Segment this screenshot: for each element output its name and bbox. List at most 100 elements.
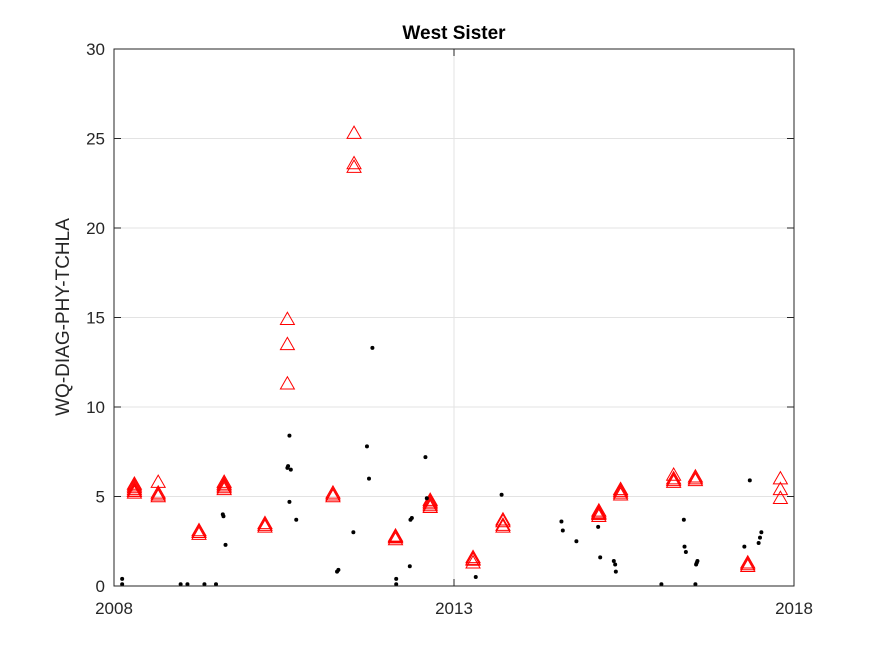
triangle-point: [126, 481, 143, 496]
triangle-point: [465, 549, 481, 564]
triangle-point: [687, 472, 704, 487]
triangle-point: [191, 524, 207, 539]
y-tick-label: 15: [86, 309, 105, 328]
dot-point: [659, 582, 664, 587]
triangle-point: [346, 125, 362, 139]
dot-point: [120, 582, 125, 587]
triangle-point: [612, 484, 629, 499]
dot-point: [499, 492, 504, 497]
dot-point: [364, 444, 369, 449]
dot-point: [120, 576, 125, 581]
triangle-point: [126, 484, 143, 499]
dot-point: [287, 433, 292, 438]
dot-point: [287, 499, 292, 504]
dot-point: [286, 464, 291, 469]
triangle-point: [495, 517, 511, 531]
triangle-point: [495, 513, 511, 528]
triangle-point: [279, 375, 296, 390]
triangle-point: [191, 522, 207, 537]
triangle-point: [739, 554, 756, 569]
triangle-point: [346, 159, 362, 173]
triangle-point: [422, 495, 439, 510]
triangle-point: [150, 486, 167, 501]
x-tick-label: 2013: [435, 599, 473, 618]
triangle-point: [665, 467, 682, 481]
dot-point: [473, 575, 478, 580]
dot-point: [223, 542, 228, 547]
data-marks: [120, 125, 789, 587]
dot-point: [747, 478, 752, 483]
dot-point: [742, 544, 747, 549]
triangle-point: [150, 484, 167, 499]
triangle-point: [325, 488, 341, 503]
triangle-point: [216, 479, 233, 494]
triangle-point: [612, 486, 629, 501]
dot-point: [756, 541, 761, 546]
triangle-point: [590, 508, 607, 522]
triangle-point: [387, 531, 404, 546]
triangle-point: [495, 511, 511, 526]
triangle-point: [216, 481, 233, 496]
dot-point: [683, 549, 688, 554]
dot-point: [185, 582, 190, 587]
triangle-point: [422, 493, 439, 508]
y-axis-title: WQ-DIAG-PHY-TCHLA: [53, 218, 74, 416]
x-tick-label: 2008: [95, 599, 133, 618]
triangle-point: [216, 474, 233, 488]
triangle-point: [216, 475, 233, 490]
y-tick-label: 0: [96, 577, 105, 596]
dot-point: [613, 562, 618, 567]
dot-point: [288, 467, 293, 472]
dot-point: [294, 517, 299, 522]
dot-point: [559, 519, 564, 524]
triangle-point: [257, 517, 273, 531]
triangle-point: [739, 556, 756, 571]
triangle-point: [612, 481, 629, 496]
triangle-point: [126, 475, 143, 490]
y-tick-label: 30: [86, 40, 105, 59]
dot-point: [423, 455, 428, 460]
dot-point: [598, 555, 603, 560]
dot-point: [336, 567, 341, 572]
x-tick-label: 2018: [775, 599, 813, 618]
dot-point: [759, 530, 764, 535]
dot-point: [693, 582, 698, 587]
dot-point: [560, 528, 565, 533]
triangle-point: [612, 483, 629, 497]
dot-point: [214, 582, 218, 587]
y-tick-label: 25: [86, 130, 105, 149]
y-tick-label: 10: [86, 398, 105, 417]
dot-point: [613, 569, 618, 574]
triangle-point: [422, 497, 439, 512]
triangle-point: [387, 528, 404, 543]
triangle-point: [150, 488, 167, 503]
dot-point: [695, 558, 700, 563]
triangle-point: [772, 490, 789, 505]
dot-point: [394, 576, 399, 581]
dot-point: [682, 544, 687, 549]
dot-point: [611, 558, 616, 563]
triangle-point: [665, 474, 682, 488]
dot-point: [394, 582, 399, 587]
triangle-point: [191, 526, 207, 540]
triangle-point: [687, 470, 704, 485]
triangle-point: [465, 551, 481, 565]
triangle-point: [590, 502, 607, 517]
triangle-point: [150, 474, 167, 488]
triangle-point: [465, 554, 481, 569]
triangle-point: [665, 470, 682, 485]
triangle-point: [126, 483, 143, 497]
dot-point: [574, 539, 579, 544]
axis-ticks: 0 5 10 15 20 25 30 2008 2013 2018: [86, 40, 813, 618]
triangle-point: [665, 472, 682, 487]
dot-point: [202, 582, 207, 587]
triangle-point: [257, 518, 273, 533]
chart-title: West Sister: [402, 23, 506, 44]
dot-point: [367, 476, 371, 481]
triangle-point: [325, 486, 341, 501]
y-tick-label: 5: [96, 488, 105, 507]
dot-point: [407, 564, 412, 569]
dot-point: [409, 515, 414, 520]
dot-point: [178, 582, 183, 587]
